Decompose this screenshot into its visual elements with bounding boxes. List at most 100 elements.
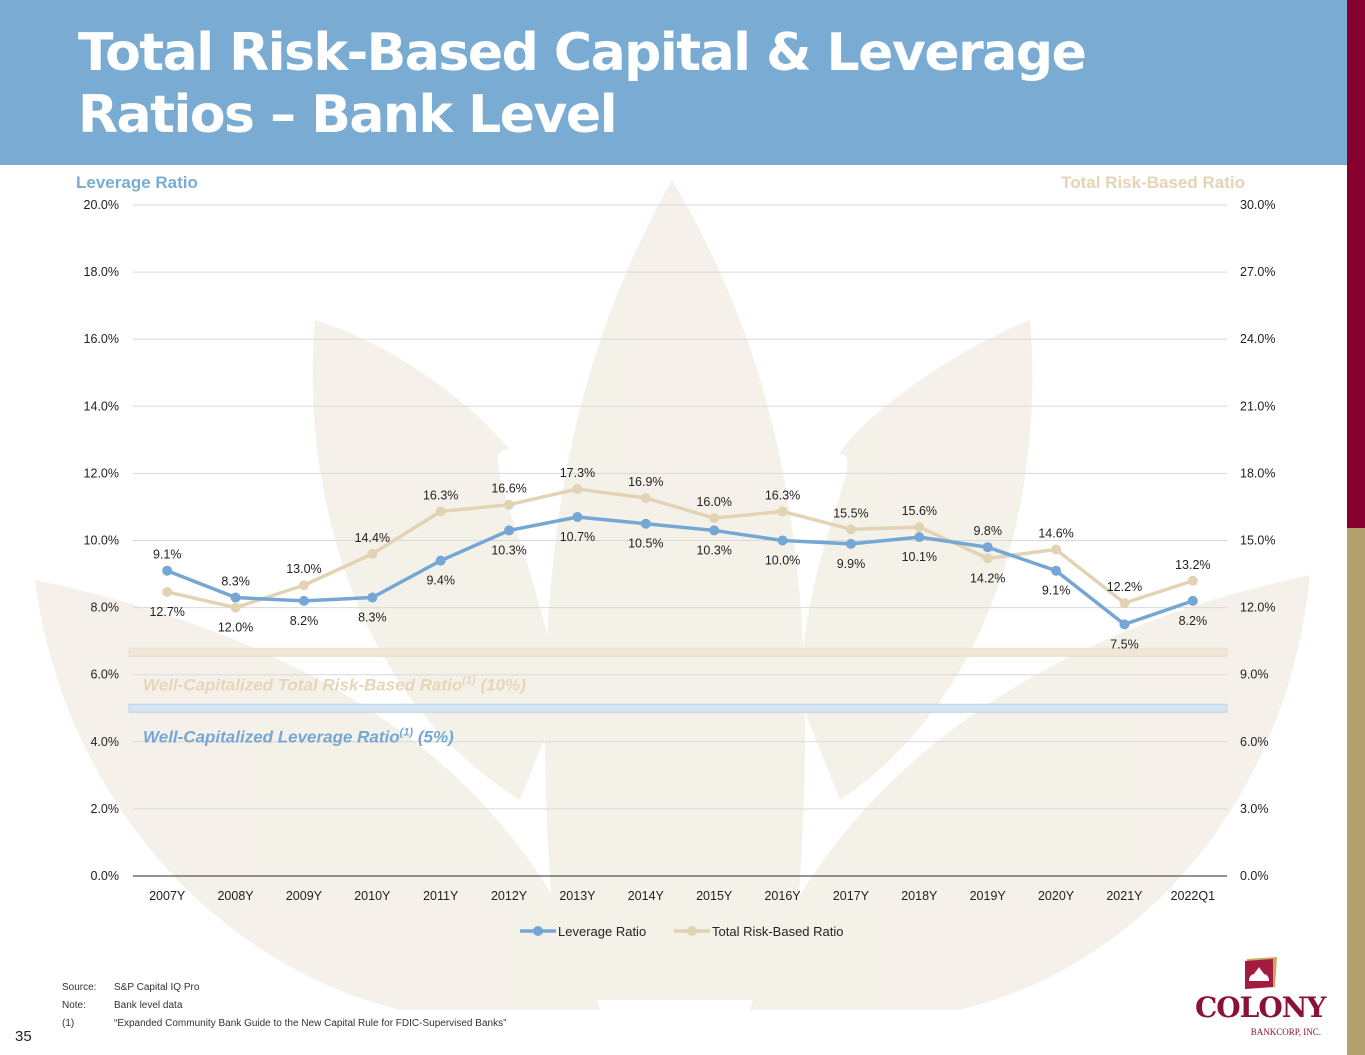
right-axis-tick-label: 21.0% (1240, 399, 1275, 413)
data-label-total-risk-based: 17.3% (560, 466, 595, 480)
watermark-leaf-center (544, 180, 806, 1000)
right-axis-title: Total Risk-Based Ratio (1061, 173, 1245, 192)
reference-band-total-risk-based (128, 647, 1228, 657)
left-axis-tick-label: 16.0% (84, 332, 119, 346)
page-title: Total Risk-Based Capital & Leverage Rati… (78, 23, 1087, 145)
header-banner: Total Risk-Based Capital & Leverage Rati… (0, 0, 1347, 165)
reference-label-suffix: (5%) (413, 727, 454, 746)
x-axis-tick-label: 2016Y (764, 889, 801, 903)
x-axis-tick-label: 2014Y (628, 889, 665, 903)
right-axis-tick-label: 0.0% (1240, 869, 1269, 883)
data-label-leverage: 10.3% (696, 543, 731, 557)
left-axis-tick-label: 10.0% (84, 534, 119, 548)
data-point-total-risk-based (845, 524, 856, 535)
data-point-total-risk-based (982, 553, 993, 564)
data-point-total-risk-based (435, 506, 446, 517)
data-label-total-risk-based: 15.6% (902, 504, 937, 518)
data-point-leverage (914, 532, 925, 543)
footnote-source: Source: S&P Capital IQ Pro (62, 979, 506, 997)
data-point-total-risk-based (230, 602, 241, 613)
data-point-leverage (504, 525, 515, 536)
data-point-total-risk-based (298, 580, 309, 591)
data-point-total-risk-based (1187, 575, 1198, 586)
background-lotus-watermark (35, 180, 1310, 1010)
x-axis-tick-label: 2009Y (286, 889, 323, 903)
colony-bankcorp-logo: COLONY BANKCORP, INC. (1195, 955, 1326, 1045)
data-point-leverage (640, 518, 651, 529)
data-label-total-risk-based: 12.2% (1107, 580, 1142, 594)
data-point-total-risk-based (504, 499, 515, 510)
data-label-leverage: 10.1% (902, 550, 937, 564)
data-label-total-risk-based: 16.6% (491, 482, 526, 496)
data-point-total-risk-based (162, 586, 173, 597)
data-point-leverage (709, 525, 720, 536)
data-label-total-risk-based: 14.6% (1038, 526, 1073, 540)
x-axis-tick-label: 2020Y (1038, 889, 1075, 903)
data-label-leverage: 9.9% (837, 557, 866, 571)
right-axis-tick-label: 6.0% (1240, 735, 1269, 749)
page-number: 35 (15, 1028, 32, 1045)
reference-lines-layer: Well-Capitalized Total Risk-Based Ratio (… (128, 647, 1228, 746)
left-axis-title: Leverage Ratio (76, 173, 198, 192)
data-point-total-risk-based (1051, 544, 1062, 555)
data-label-leverage: 10.0% (765, 554, 800, 568)
data-point-leverage (1051, 565, 1062, 576)
data-label-total-risk-based: 16.3% (423, 488, 458, 502)
right-axis-tick-label: 24.0% (1240, 332, 1275, 346)
data-label-leverage: 9.8% (973, 524, 1002, 538)
data-label-total-risk-based: 12.0% (218, 621, 253, 635)
reference-label-suffix: (10%) (476, 675, 526, 694)
footnotes: Source: S&P Capital IQ Pro Note: Bank le… (62, 979, 506, 1033)
reference-label-text: Well-Capitalized Leverage Ratio (143, 727, 400, 746)
legend-label-total-risk-based: Total Risk-Based Ratio (712, 924, 844, 939)
x-axis-tick-label: 2019Y (970, 889, 1007, 903)
brand-side-bar-red (1347, 0, 1365, 528)
x-axis-tick-label: 2012Y (491, 889, 528, 903)
data-label-total-risk-based: 13.2% (1175, 558, 1210, 572)
footnote-text: S&P Capital IQ Pro (114, 982, 200, 993)
data-label-total-risk-based: 16.0% (696, 495, 731, 509)
data-label-total-risk-based: 13.0% (286, 562, 321, 576)
reference-label-text: Well-Capitalized Total Risk-Based Ratio (143, 675, 462, 694)
x-axis-tick-label: 2015Y (696, 889, 733, 903)
data-point-leverage (1187, 595, 1198, 606)
x-axis-tick-label: 2013Y (559, 889, 596, 903)
footnote-key: Source: (62, 982, 97, 993)
series-layer (162, 484, 1198, 630)
left-axis-tick-label: 14.0% (84, 399, 119, 413)
data-label-total-risk-based: 15.5% (833, 506, 868, 520)
data-label-total-risk-based: 16.3% (765, 488, 800, 502)
footnote-text: Bank level data (114, 1000, 183, 1011)
logo-subtitle: BANKCORP, INC. (1250, 1027, 1321, 1037)
data-label-leverage: 10.7% (560, 530, 595, 544)
data-point-leverage (1119, 619, 1130, 630)
data-label-leverage: 9.1% (1042, 584, 1071, 598)
data-labels-layer: 9.1% 8.3% 8.2% 8.3% 9.4% 10.3% 10.7% 10.5% 10.3%… (149, 466, 1210, 651)
data-label-leverage: 8.3% (358, 611, 387, 625)
x-axis-tick-label: 2007Y (149, 889, 186, 903)
data-label-total-risk-based: 12.7% (149, 605, 184, 619)
watermark-leaf-left-outer (35, 580, 600, 1010)
legend-marker-leverage (533, 926, 543, 936)
x-axis-tick-label: 2017Y (833, 889, 870, 903)
data-label-leverage: 10.5% (628, 537, 663, 551)
data-point-total-risk-based (777, 506, 788, 517)
x-axis-tick-label: 2008Y (217, 889, 254, 903)
x-axis-tick-label: 2021Y (1106, 889, 1143, 903)
data-point-total-risk-based (367, 548, 378, 559)
footnote-1: (1) “Expanded Community Bank Guide to th… (62, 1015, 506, 1033)
reference-label-leverage: Well-Capitalized Leverage Ratio(1) (5%) (143, 726, 454, 746)
brand-side-bar-gold (1347, 528, 1365, 1055)
grid-layer (133, 204, 1227, 877)
legend: Leverage Ratio Total Risk-Based Ratio (520, 924, 844, 939)
x-axis-tick-label: 2018Y (901, 889, 938, 903)
data-point-total-risk-based (1119, 598, 1130, 609)
right-axis-tick-label: 12.0% (1240, 601, 1275, 615)
left-axis-tick-label: 0.0% (91, 869, 120, 883)
left-axis-tick-label: 2.0% (91, 802, 120, 816)
reference-label-superscript: (1) (400, 726, 414, 738)
left-axis-tick-label: 12.0% (84, 466, 119, 480)
data-point-leverage (572, 512, 583, 523)
data-label-leverage: 7.5% (1110, 637, 1139, 651)
watermark-leaf-right-inner (800, 320, 1033, 800)
